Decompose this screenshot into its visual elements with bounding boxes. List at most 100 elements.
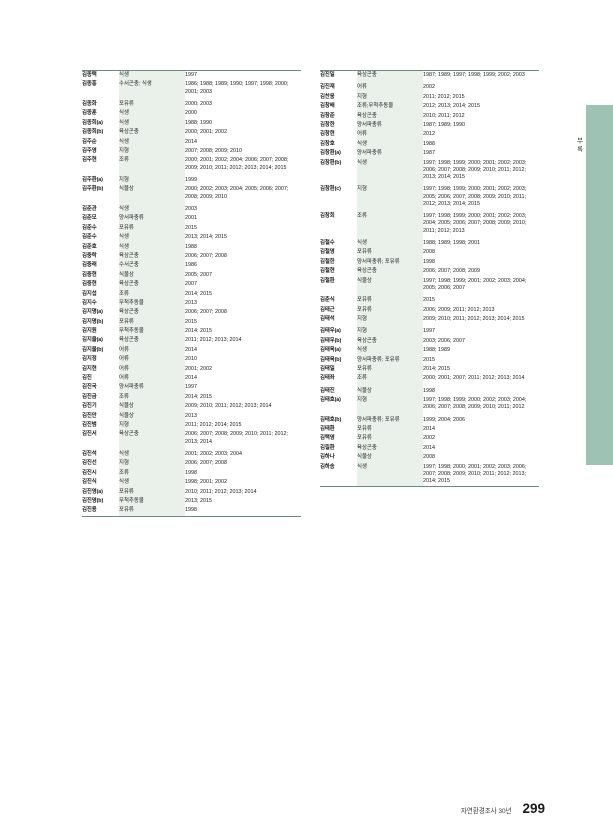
survey-years: 1998 <box>185 506 301 517</box>
researcher-name: 김창배 <box>320 103 335 110</box>
survey-field: 육상곤충 <box>357 336 423 347</box>
survey-field: 포유류 <box>357 248 423 258</box>
survey-field: 지형 <box>119 175 185 186</box>
researcher-name: 김종희(b) <box>82 129 104 136</box>
survey-years: 2000; 2001; 2002 <box>185 129 227 136</box>
survey-years: 2011; 2012; 2014; 2015 <box>185 421 242 428</box>
researcher-name: 김철환 <box>320 277 335 284</box>
survey-years: 2008 <box>423 249 435 256</box>
table-row: 김지정 어류 2010 <box>82 355 301 365</box>
survey-years: 2014 <box>423 426 435 433</box>
researcher-name: 김창호 <box>320 140 335 147</box>
survey-years: 1999; 2004; 2006 <box>423 416 465 423</box>
table-row: 김창회 조류 1997; 1998; 1999; 2000; 2001; 2002;… <box>320 212 539 236</box>
survey-years: 1987 <box>423 150 435 157</box>
survey-years: 1987; 1989; 1997; 1998; 1999; 2002; 2003 <box>423 70 539 81</box>
row-spacer <box>82 172 301 176</box>
survey-field: 지형 <box>119 420 185 431</box>
table-row: 김창호 식생 1988 <box>320 139 539 150</box>
researcher-name: 김지섭 <box>82 290 97 297</box>
survey-field: 조류;무척추동물 <box>357 102 423 112</box>
table-row: 김지율(a) 육상곤충 2011; 2012; 2013; 2014 <box>82 336 301 346</box>
survey-field: 조류 <box>119 392 185 403</box>
researcher-name: 김태호(a) <box>320 397 341 404</box>
researcher-name: 김찬웅 <box>320 93 335 100</box>
survey-years: 1997; 1998; 1999; 2000; 2001; 2002; 2003… <box>423 213 527 234</box>
survey-field: 어류 <box>119 373 185 384</box>
edge-thumb-tab <box>586 105 613 465</box>
survey-field: 식생 <box>119 233 185 243</box>
researcher-name: 김태석 <box>320 315 335 322</box>
survey-field: 식물상 <box>119 185 185 202</box>
researcher-name: 김지정 <box>82 356 97 363</box>
survey-years: 1988 <box>185 243 197 250</box>
survey-field: 포유류 <box>119 317 185 327</box>
survey-field: 지형 <box>357 327 423 337</box>
survey-field: 육상곤충 <box>119 336 185 346</box>
table-row: 김종홍 수서곤충; 식생 1986; 1988; 1989; 1990; 1997;… <box>82 80 301 97</box>
researcher-name: 김창환(c) <box>320 186 341 193</box>
researcher-name: 김진국 <box>82 384 97 391</box>
researcher-name: 김진만 <box>82 412 97 419</box>
survey-years: 1997; 1998; 1999; 2000; 2001; 2002; 2003… <box>423 186 527 207</box>
researcher-name: 김태환 <box>320 426 335 433</box>
survey-years: 2010; 2011; 2012; 2013; 2014 <box>185 488 257 495</box>
researcher-name: 김종택 <box>82 70 119 81</box>
researcher-name: 김진 <box>82 375 92 382</box>
table-row: 김태호(b) 양서파충류; 포유류 1999; 2004; 2006 <box>320 415 539 425</box>
survey-years: 1988; 1989 <box>423 347 450 354</box>
survey-field: 식생 <box>119 242 185 252</box>
researcher-name: 김준수 <box>82 224 97 231</box>
table-row: 김지원 무척추동물 2014; 2015 <box>82 326 301 337</box>
survey-field: 식생 <box>357 238 423 249</box>
table-row: 김창환(c) 지형 1997; 1998; 1999; 2000; 2001; 20… <box>320 185 539 210</box>
table-row: 김종희(b) 육상곤충 2000; 2001; 2002 <box>82 128 301 138</box>
table-row: 김필환 육상곤충 2014 <box>320 443 539 454</box>
table-row: 김종화 포유류 2000; 2003 <box>82 99 301 110</box>
survey-field: 양서파충류; 포유류 <box>357 415 423 425</box>
table-row: 김진식 식생 1998; 2001; 2002 <box>82 478 301 488</box>
table-row: 김진만 식물상 2013 <box>82 411 301 421</box>
survey-years: 1987; 1989; 1990 <box>423 122 465 129</box>
table-row: 김준모 양서파충류 2001 <box>82 214 301 224</box>
researcher-name: 김주환(b) <box>82 186 104 193</box>
table-row: 김준수 포유류 2015 <box>82 223 301 234</box>
table-row: 김하나 식물상 2008 <box>320 453 539 463</box>
researcher-name: 김창환(b) <box>320 159 342 166</box>
survey-years: 2006; 2007; 2008; 2009 <box>423 268 480 275</box>
table-row: 김창한 양서파충류 1987; 1989; 1990 <box>320 120 539 131</box>
table-row: 김종희(a) 식생 1988; 1990 <box>82 118 301 129</box>
researcher-name: 김진영(b) <box>82 497 104 504</box>
index-table-body-left: 김종택 식생 1997 김종홍 수서곤충; 식생 1986; 1988; 1989; 19… <box>82 70 301 517</box>
survey-field: 식물상 <box>119 270 185 281</box>
researcher-name: 김택영 <box>320 435 335 442</box>
survey-field: 포유류 <box>357 296 423 306</box>
survey-years: 2012 <box>423 131 435 138</box>
row-spacer <box>320 383 539 387</box>
survey-years: 2006; 2007; 2008 <box>185 309 227 316</box>
table-row: 김지현 어류 2001; 2002 <box>82 364 301 374</box>
researcher-name: 김하송 <box>320 462 357 488</box>
researcher-name: 김중현 <box>82 281 97 288</box>
survey-field: 육상곤충 <box>119 308 185 318</box>
table-row: 김태우(a) 지형 1997 <box>320 327 539 337</box>
table-row: 김창배 조류;무척추동물 2012; 2013; 2014; 2015 <box>320 102 539 112</box>
survey-field: 포유류 <box>357 364 423 375</box>
page-footer: 자연환경조사 30년 299 <box>461 801 545 816</box>
survey-field: 양서파충류 <box>119 383 185 393</box>
survey-field: 무척추동물 <box>119 496 185 507</box>
survey-years: 2014 <box>185 138 197 145</box>
survey-years: 2015 <box>185 318 197 325</box>
survey-field: 식생 <box>119 478 185 488</box>
survey-years: 2014; 2015 <box>185 328 212 335</box>
survey-years: 1986; 1988; 1989; 1990; 1997; 1998; 2000… <box>185 81 289 95</box>
researcher-name: 김태호(b) <box>320 416 342 423</box>
survey-field: 포유류 <box>357 424 423 435</box>
researcher-name: 김종홍 <box>82 81 97 88</box>
table-row: 김철영 포유류 2008 <box>320 248 539 258</box>
survey-years: 2014 <box>185 346 197 353</box>
survey-years: 2000; 2003 <box>185 101 212 108</box>
researcher-name: 김창환(a) <box>320 150 341 157</box>
index-column-right: 김진일 육상곤충 1987; 1989; 1997; 1998; 1999; 200… <box>320 70 539 517</box>
